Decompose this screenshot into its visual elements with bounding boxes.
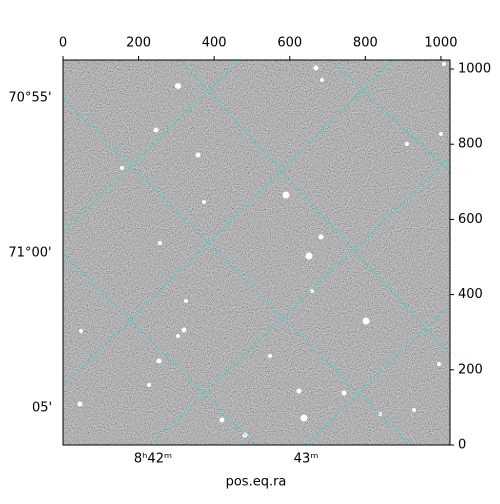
world-y-label: 71°00'	[8, 246, 51, 261]
world-y-label: 70°55'	[8, 91, 51, 106]
y2-tick-label: 800	[458, 137, 483, 152]
x-tick-label: 1000	[424, 36, 457, 51]
coordinate-grid	[63, 60, 450, 445]
world-x-label: 43ᵐ	[294, 452, 319, 467]
stars	[77, 62, 446, 438]
x-tick-label: 600	[277, 36, 302, 51]
y2-tick-label: 200	[458, 362, 483, 377]
x-tick-label: 0	[59, 36, 67, 51]
world-x-label: 8ʰ42ᵐ	[134, 452, 172, 467]
x-tick-label: 200	[126, 36, 151, 51]
y2-tick-label: 0	[458, 438, 466, 453]
x-tick-label: 800	[353, 36, 378, 51]
world-y-label: 05'	[32, 401, 52, 416]
y2-tick-label: 600	[458, 212, 483, 227]
plot-frame	[62, 59, 451, 446]
x-axis-label: pos.eq.ra	[226, 475, 287, 490]
x-tick-label: 400	[202, 36, 227, 51]
y2-tick-label: 1000	[458, 62, 491, 77]
image	[63, 60, 450, 445]
y2-tick-label: 400	[458, 287, 483, 302]
